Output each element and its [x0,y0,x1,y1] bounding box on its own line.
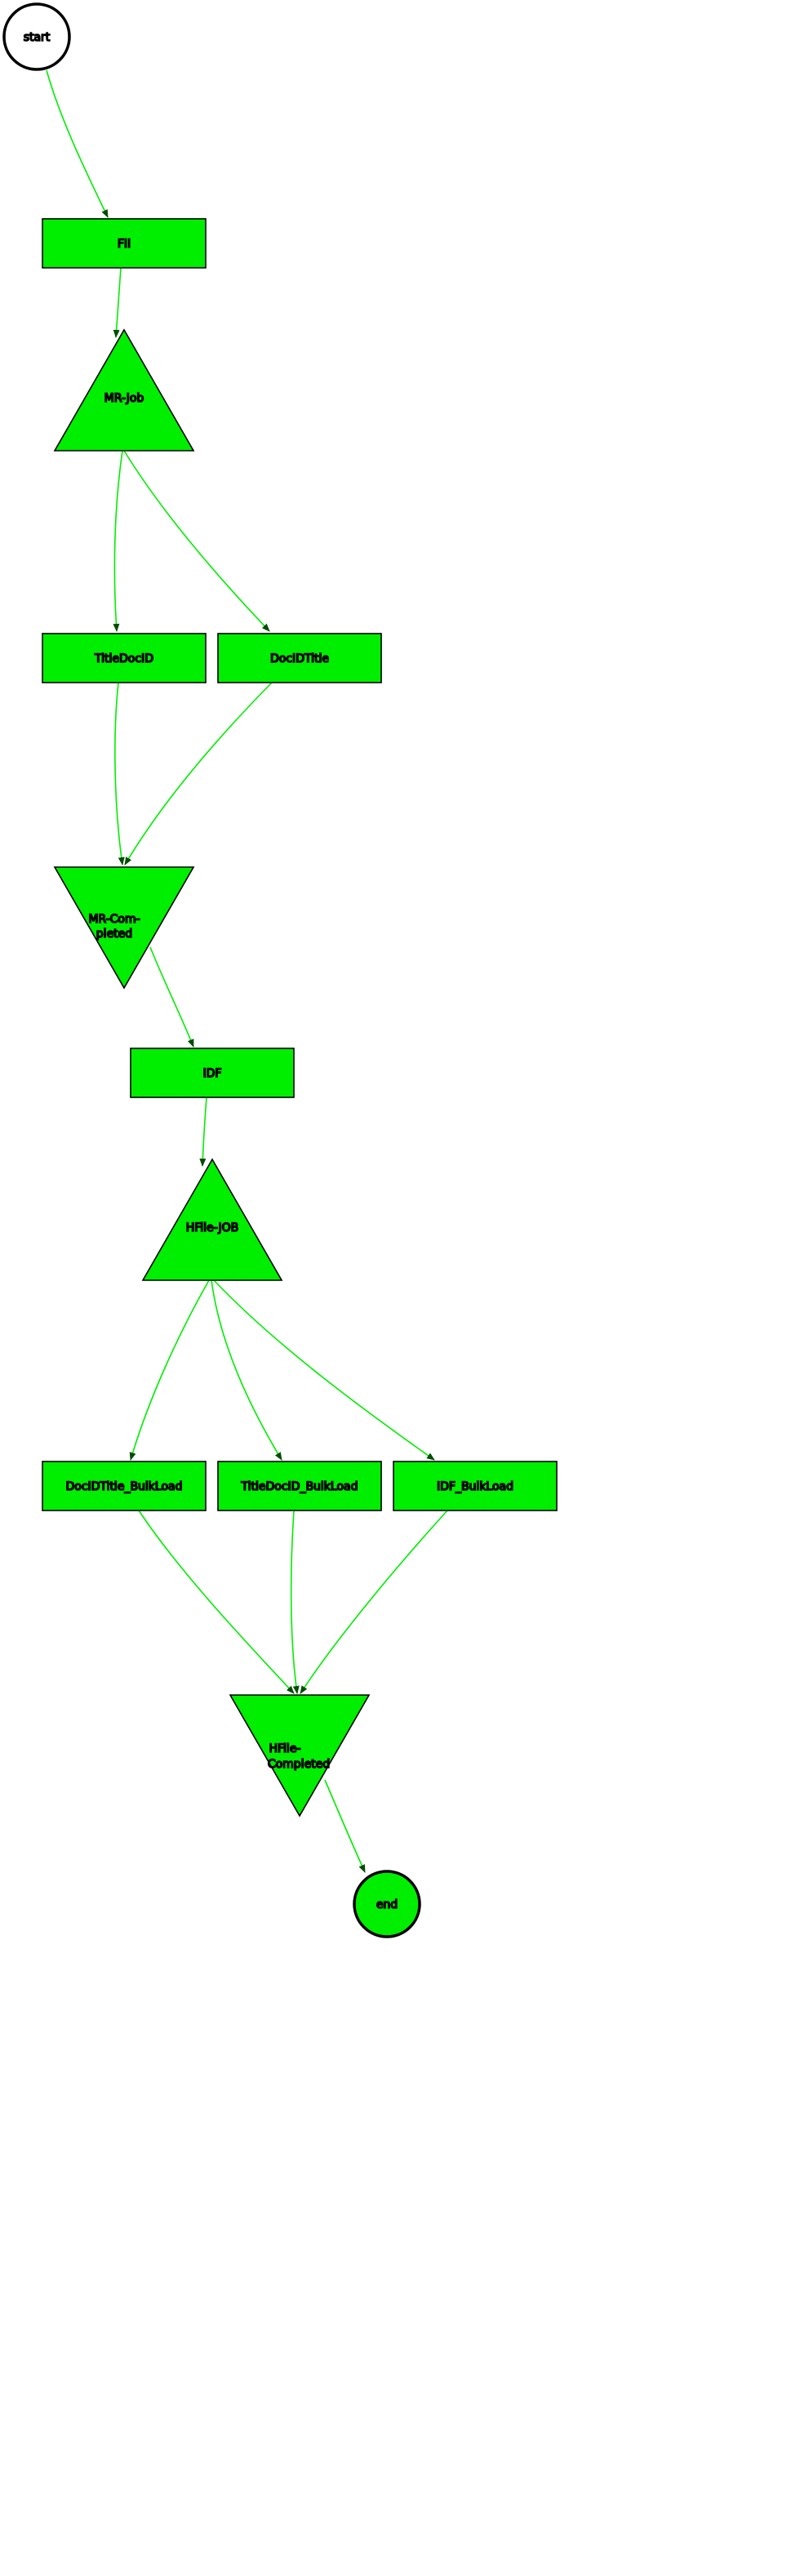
edge-idfbulkload-hfilecompleted [300,1510,448,1694]
node-hfile-completed-label-line2: Completed [268,1758,330,1771]
node-mr-job: MR-Job [53,328,195,452]
node-end: end [353,1870,421,1938]
edge-titledocid-mrcompleted [114,682,125,865]
edges [46,69,448,1873]
node-mr-job-label: MR-Job [104,392,144,405]
edge-mrjob-titledocid [113,450,123,632]
nodes: start FII MR-Job TitleDocID DocIDTitle M… [2,2,558,1938]
node-mr-completed-label-line1: MR-Com- [88,913,140,926]
edge-docidtitlebulkload-hfilecompleted [138,1510,295,1694]
node-idf: IDF [130,1048,295,1098]
edge-hfilejob-idfbulkload [213,1279,435,1461]
node-docidtitle-label: DocIDTitle [270,652,329,665]
edge-idf-hfilejob [199,1097,207,1167]
node-idf-bulkload: IDF_BulkLoad [393,1461,558,1511]
edge-hfilecompleted-end [324,1779,366,1873]
edge-titledocidbulkload-hfilecompleted [290,1510,300,1694]
node-hfile-job-label: HFile-JOB [186,1221,239,1235]
node-mr-completed: MR-Com- pleted [53,866,195,990]
node-docidtitle: DocIDTitle [217,633,382,683]
edge-start-fii [46,69,109,218]
node-titledocid: TitleDocID [42,633,207,683]
node-hfile-completed: HFile- Completed [229,1694,371,1817]
node-mr-completed-label-line2: pleted [96,928,132,941]
edge-hfilejob-titledocidbulkload [211,1279,282,1461]
edge-fii-mrjob [113,267,122,338]
edge-docidtitle-mrcompleted [124,682,273,865]
node-fii-label: FII [118,238,131,251]
edge-hfilejob-docidtitlebulkload [129,1279,210,1461]
node-start: start [2,2,71,71]
node-hfile-job: HFile-JOB [141,1158,283,1281]
edge-mrcompleted-idf [149,946,194,1048]
node-end-label: end [376,1898,398,1911]
node-titledocid-label: TitleDocID [94,652,153,665]
node-docidtitle-bulkload-label: DocIDTitle_BulkLoad [65,1480,182,1493]
edge-mrjob-docidtitle [123,450,270,632]
node-docidtitle-bulkload: DocIDTitle_BulkLoad [42,1461,207,1511]
node-idf-label: IDF [203,1067,222,1080]
node-fii: FII [42,218,207,269]
node-idf-bulkload-label: IDF_BulkLoad [437,1480,513,1493]
node-titledocid-bulkload: TitleDocID_BulkLoad [217,1461,382,1511]
node-titledocid-bulkload-label: TitleDocID_BulkLoad [240,1480,358,1493]
node-hfile-completed-label-line1: HFile- [269,1742,300,1755]
node-start-label: start [24,31,51,44]
